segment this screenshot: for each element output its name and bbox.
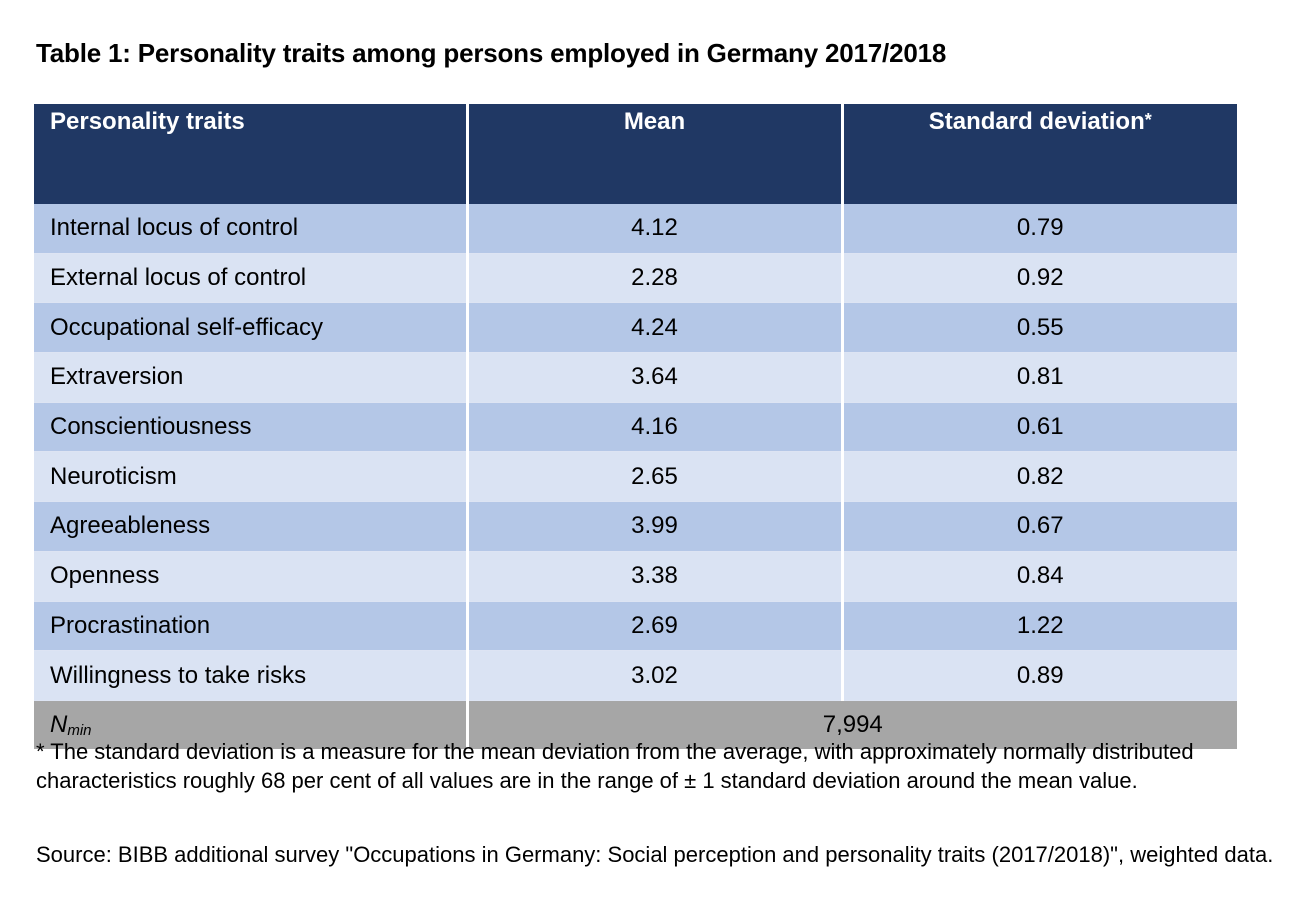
trait-cell: External locus of control — [34, 253, 469, 304]
mean-cell: 2.69 — [467, 601, 844, 652]
header-traits: Personality traits — [34, 104, 469, 204]
header-standard-deviation: Standard deviation* — [842, 104, 1237, 204]
trait-cell: Internal locus of control — [34, 204, 469, 254]
table-body: Internal locus of control 4.12 0.79 Externa… — [34, 204, 1237, 749]
sd-cell: 0.67 — [842, 501, 1237, 552]
n-symbol: N — [50, 710, 68, 738]
header-sd-label: Standard deviation — [928, 108, 1145, 135]
footnote-marker: * — [1144, 110, 1152, 130]
sd-cell: 1.22 — [842, 601, 1237, 652]
table-row: Occupational self-efficacy 4.24 0.55 — [34, 302, 1237, 354]
table-row: Neuroticism 2.65 0.82 — [34, 451, 1237, 503]
personality-traits-table: Personality traits Mean Standard deviati… — [34, 104, 1237, 749]
mean-cell: 2.28 — [467, 253, 844, 304]
footnote: * The standard deviation is a measure fo… — [36, 739, 1194, 793]
table-title: Table 1: Personality traits among person… — [36, 38, 947, 68]
mean-cell: 3.64 — [467, 352, 844, 403]
source-note: Source: BIBB additional survey "Occupati… — [36, 842, 1274, 867]
table-row: Willingness to take risks 3.02 0.89 — [34, 650, 1237, 701]
trait-cell: Agreeableness — [34, 501, 469, 552]
sd-cell: 0.89 — [842, 650, 1237, 701]
mean-cell: 2.65 — [467, 451, 844, 503]
trait-cell: Conscientiousness — [34, 402, 469, 453]
sd-cell: 0.61 — [842, 402, 1237, 453]
header-row: Personality traits Mean Standard deviati… — [34, 104, 1237, 204]
sd-cell: 0.82 — [842, 451, 1237, 503]
mean-cell: 4.16 — [467, 402, 844, 453]
table-row: Agreeableness 3.99 0.67 — [34, 501, 1237, 552]
sample-size-label: Nmin — [34, 700, 469, 749]
n-subscript: min — [67, 721, 92, 739]
trait-cell: Neuroticism — [34, 451, 469, 503]
sd-cell: 0.55 — [842, 302, 1237, 354]
table-row: Procrastination 2.69 1.22 — [34, 601, 1237, 652]
mean-cell: 4.24 — [467, 302, 844, 354]
trait-cell: Willingness to take risks — [34, 650, 469, 701]
table-row: External locus of control 2.28 0.92 — [34, 253, 1237, 304]
sd-cell: 0.81 — [842, 352, 1237, 403]
trait-cell: Procrastination — [34, 601, 469, 652]
mean-cell: 3.99 — [467, 501, 844, 552]
sd-cell: 0.84 — [842, 551, 1237, 602]
trait-cell: Occupational self-efficacy — [34, 302, 469, 354]
sample-size-value: 7,994 — [467, 700, 1237, 749]
mean-cell: 4.12 — [467, 204, 844, 254]
table-row: Openness 3.38 0.84 — [34, 551, 1237, 602]
table-row: Conscientiousness 4.16 0.61 — [34, 402, 1237, 453]
trait-cell: Openness — [34, 551, 469, 602]
sd-cell: 0.79 — [842, 204, 1237, 254]
table-row: Extraversion 3.64 0.81 — [34, 352, 1237, 403]
mean-cell: 3.02 — [467, 650, 844, 701]
table-row: Internal locus of control 4.12 0.79 — [34, 204, 1237, 254]
sample-size-row: Nmin 7,994 — [34, 700, 1237, 749]
sd-cell: 0.92 — [842, 253, 1237, 304]
header-mean: Mean — [467, 104, 844, 204]
trait-cell: Extraversion — [34, 352, 469, 403]
mean-cell: 3.38 — [467, 551, 844, 602]
